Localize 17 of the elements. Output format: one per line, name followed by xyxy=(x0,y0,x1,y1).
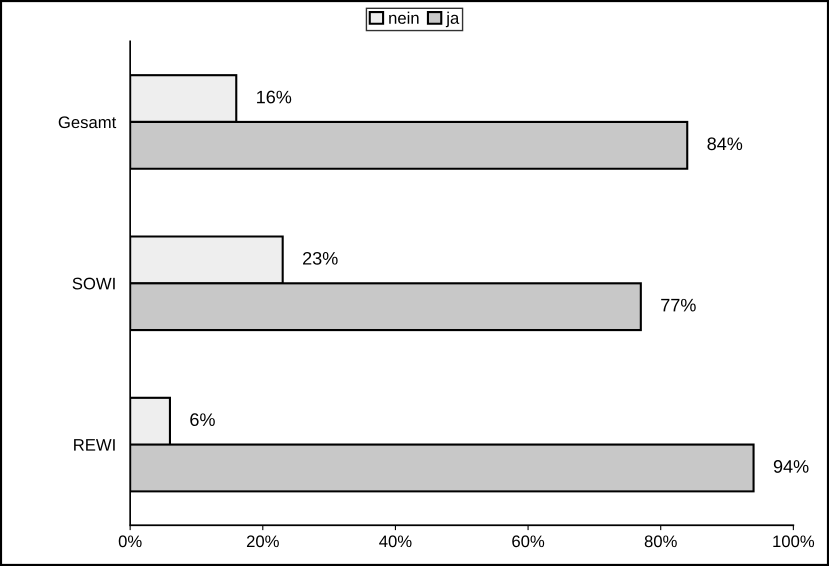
data-label: 23% xyxy=(303,252,338,265)
x-tick-label: 100% xyxy=(773,535,814,548)
data-label: 84% xyxy=(707,137,742,150)
y-tick-label: REWI xyxy=(74,439,115,451)
x-tick-label: 0% xyxy=(118,535,142,548)
data-label: 77% xyxy=(661,298,696,312)
data-label: 16% xyxy=(257,90,292,104)
y-tick-label: Gesamt xyxy=(58,116,116,128)
x-tick-label: 40% xyxy=(379,535,412,548)
x-tick-label: 20% xyxy=(246,535,279,548)
x-tick-label: 80% xyxy=(644,535,677,548)
data-label: 94% xyxy=(774,460,808,473)
data-label: 6% xyxy=(190,413,215,426)
y-tick-label: SOWI xyxy=(72,278,115,290)
legend-label: ja xyxy=(446,12,460,28)
x-tick-label: 60% xyxy=(512,535,544,548)
legend-label: nein xyxy=(389,12,419,24)
